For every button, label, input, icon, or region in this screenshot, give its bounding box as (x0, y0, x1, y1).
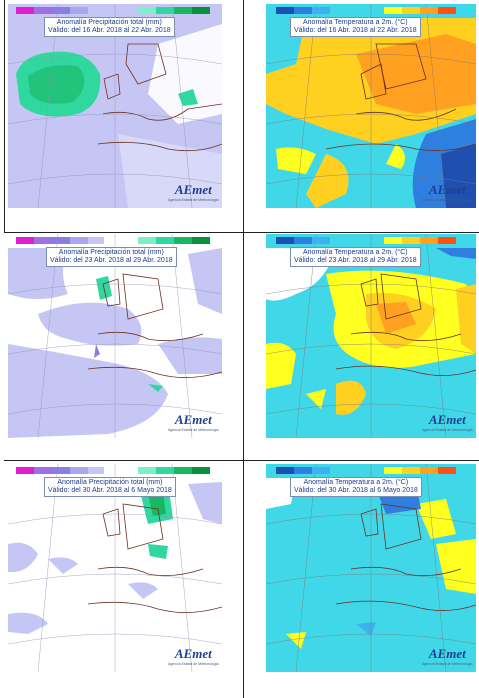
map-panel-precip-week1: Anomalía Precipitación total (mm) Válido… (8, 4, 222, 208)
grid-divider-row1 (4, 232, 479, 233)
map-panel-temp-week1: Anomalía Temperatura a 2m. (°C) Válido: … (266, 4, 476, 208)
map-title-box: Anomalía Temperatura a 2m. (°C) Válido: … (290, 247, 421, 267)
grid-divider-center (243, 0, 244, 698)
legend-colorbar (8, 234, 222, 248)
map-title: Anomalía Precipitación total (mm) (56, 19, 162, 26)
aemet-logo: AEmet Agencia Estatal de Meteorología (168, 182, 219, 202)
aemet-logo: AEmet Agencia Estatal de Meteorología (168, 412, 219, 432)
grid-divider-left (4, 0, 5, 232)
map-subtitle: Válido: del 23 Abr. 2018 al 29 Abr. 2018 (294, 257, 417, 264)
map-panel-temp-week3: Anomalía Temperatura a 2m. (°C) Válido: … (266, 464, 476, 672)
legend-colorbar (8, 464, 222, 478)
map-title: Anomalía Temperatura a 2m. (°C) (303, 249, 408, 256)
precip-map-week3 (8, 464, 222, 672)
aemet-logo: AEmet Agencia Estatal de Meteorología (168, 646, 219, 666)
aemet-logo: AEmet Agencia Estatal de Meteorología (422, 646, 473, 666)
map-panel-precip-week2: Anomalía Precipitación total (mm) Válido… (8, 234, 222, 438)
map-subtitle: Válido: del 30 Abr. 2018 al 6 Mayo 2018 (48, 487, 172, 494)
map-subtitle: Válido: del 16 Abr. 2018 al 22 Abr. 2018 (294, 27, 417, 34)
temp-map-week2 (266, 234, 476, 438)
aemet-logo: AEmet Agencia Estatal de Meteorología (422, 182, 473, 202)
precip-map-week2 (8, 234, 222, 438)
map-title-box: Anomalía Precipitación total (mm) Válido… (44, 477, 176, 497)
legend-colorbar (266, 464, 476, 478)
map-title: Anomalía Precipitación total (mm) (58, 249, 164, 256)
map-subtitle: Válido: del 23 Abr. 2018 al 29 Abr. 2018 (50, 257, 173, 264)
map-title: Anomalía Temperatura a 2m. (°C) (303, 479, 409, 486)
legend-colorbar (266, 4, 476, 18)
temp-map-week1 (266, 4, 476, 208)
legend-colorbar (266, 234, 476, 248)
temp-map-week3 (266, 464, 476, 672)
legend-colorbar (8, 4, 222, 18)
map-subtitle: Válido: del 30 Abr. 2018 al 6 Mayo 2018 (294, 487, 418, 494)
map-title: Anomalía Temperatura a 2m. (°C) (303, 19, 408, 26)
map-subtitle: Válido: del 16 Abr. 2018 al 22 Abr. 2018 (48, 27, 171, 34)
grid-divider-row2 (4, 460, 479, 461)
aemet-logo: AEmet Agencia Estatal de Meteorología (422, 412, 473, 432)
map-panel-temp-week2: Anomalía Temperatura a 2m. (°C) Válido: … (266, 234, 476, 438)
map-title-box: Anomalía Temperatura a 2m. (°C) Válido: … (290, 477, 422, 497)
map-title-box: Anomalía Precipitación total (mm) Válido… (44, 17, 175, 37)
map-panel-precip-week3: Anomalía Precipitación total (mm) Válido… (8, 464, 222, 672)
map-title-box: Anomalía Precipitación total (mm) Válido… (46, 247, 177, 267)
map-title: Anomalía Precipitación total (mm) (57, 479, 163, 486)
precip-map-week1 (8, 4, 222, 208)
map-title-box: Anomalía Temperatura a 2m. (°C) Válido: … (290, 17, 421, 37)
